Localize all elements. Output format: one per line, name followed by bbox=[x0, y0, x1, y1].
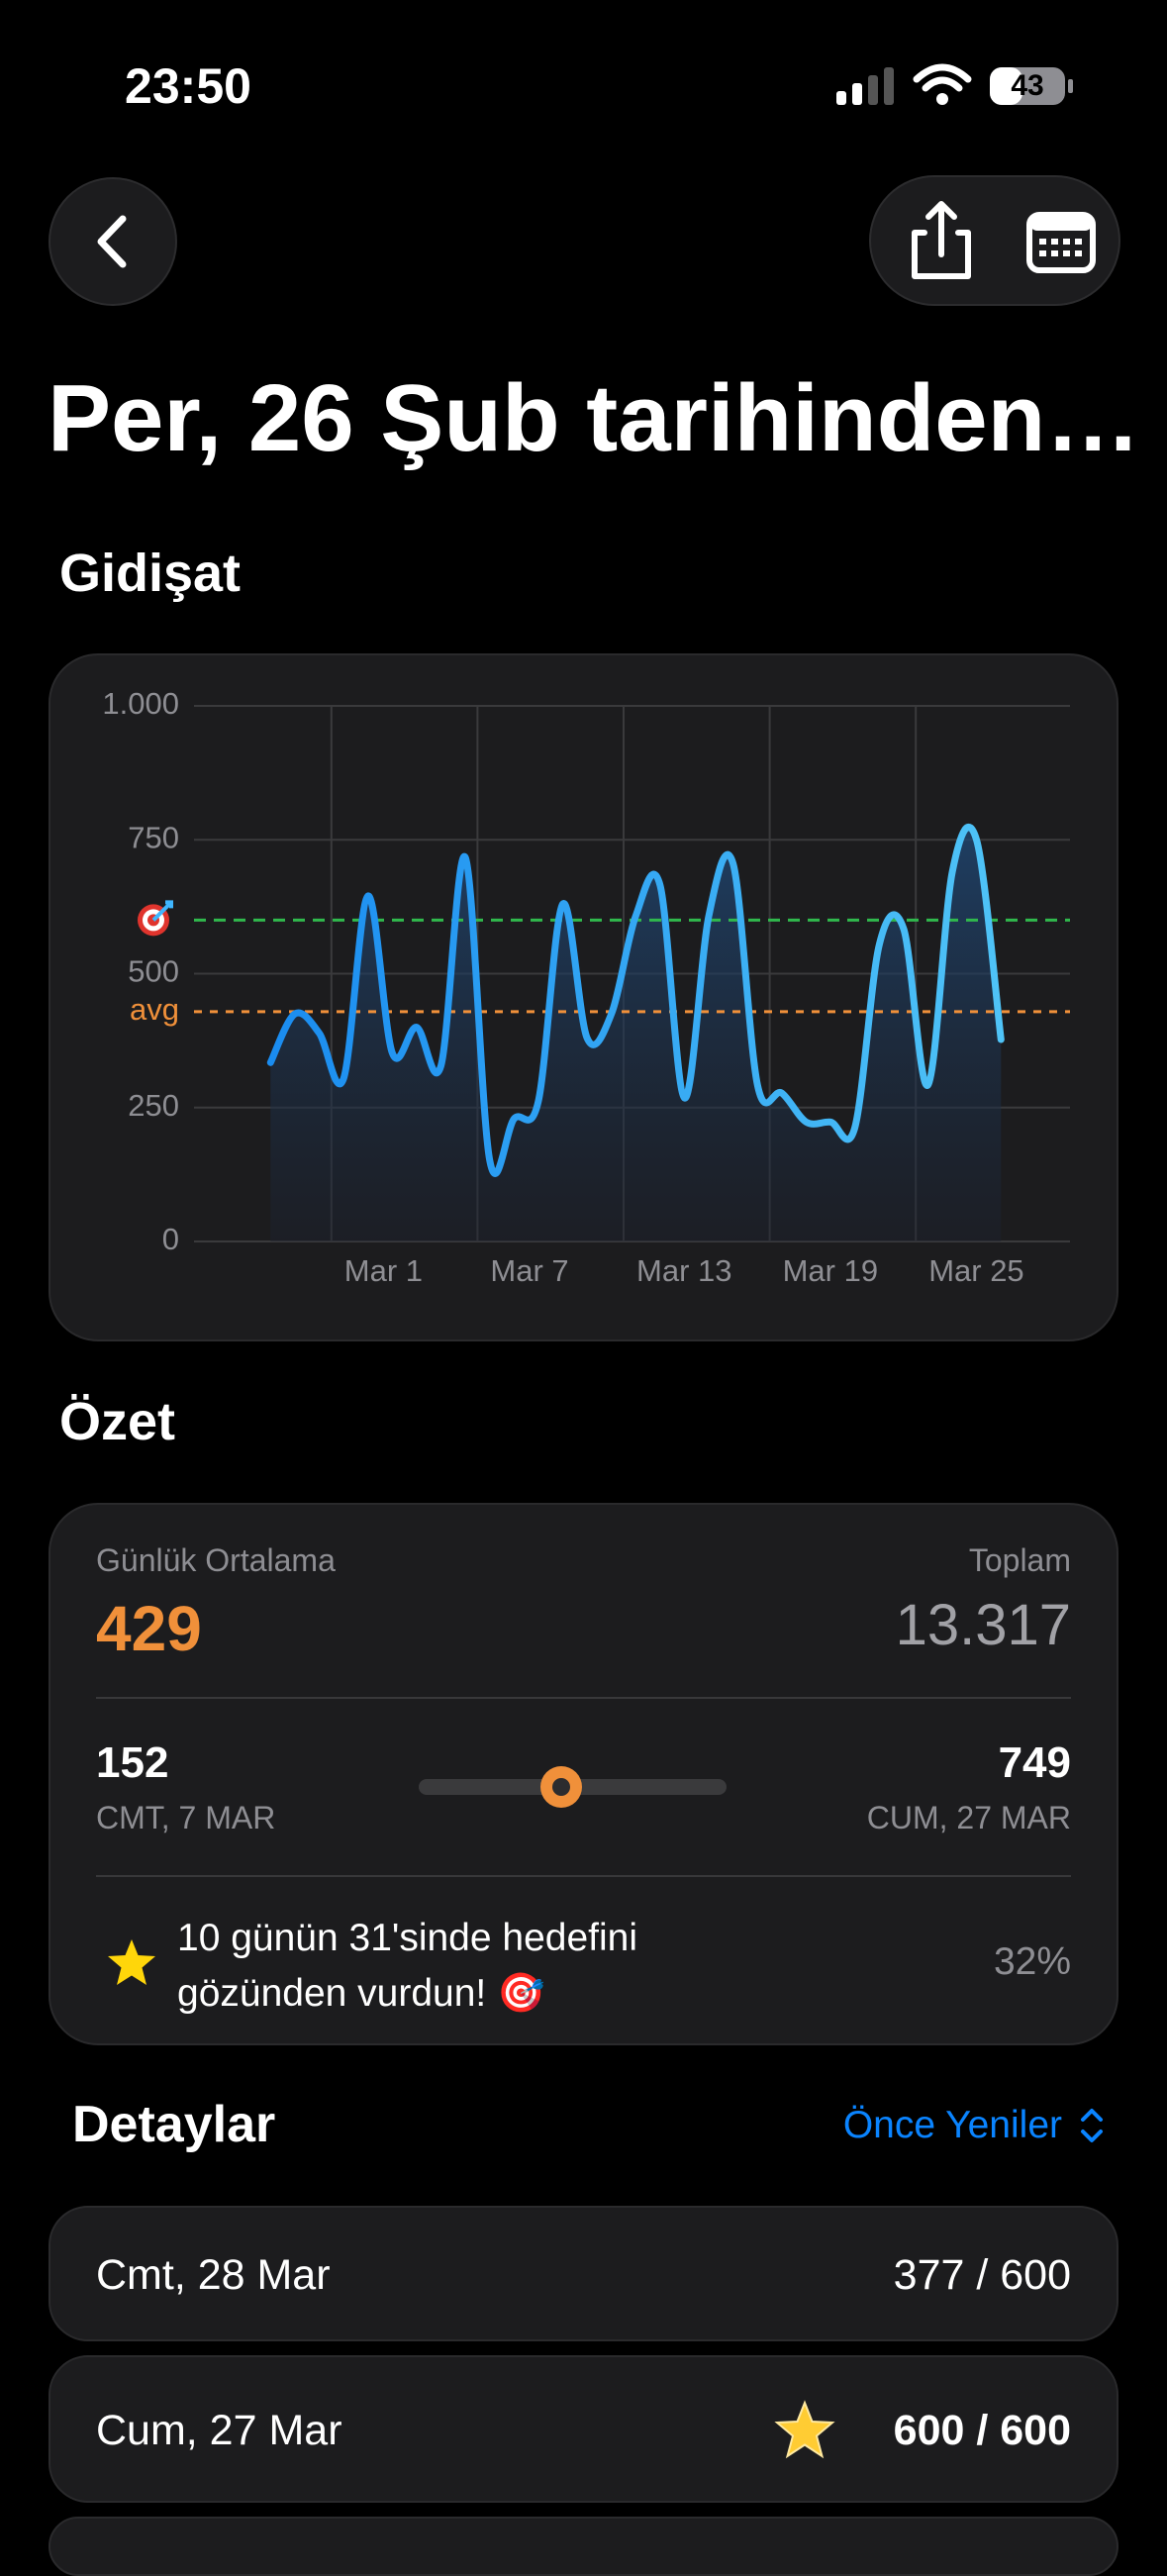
status-icons: 43 bbox=[836, 63, 1073, 105]
y-tick-label: 0 bbox=[162, 1222, 179, 1256]
status-time: 23:50 bbox=[125, 58, 251, 114]
x-tick-label: Mar 25 bbox=[928, 1253, 1023, 1288]
glowing-star-icon bbox=[774, 2400, 835, 2459]
min-value: 152 bbox=[96, 1738, 169, 1787]
star-icon bbox=[108, 1939, 155, 1985]
average-label: Günlük Ortalama bbox=[96, 1542, 336, 1578]
y-tick-label: 250 bbox=[128, 1088, 179, 1123]
y-tick-label: 500 bbox=[128, 954, 179, 989]
y-tick-label: 1.000 bbox=[102, 686, 179, 721]
range-track bbox=[419, 1766, 727, 1808]
average-knob bbox=[540, 1766, 583, 1808]
share-button[interactable] bbox=[912, 201, 971, 279]
row-date: Cum, 27 Mar bbox=[96, 2407, 342, 2454]
goal-rate: 32% bbox=[993, 1940, 1071, 1983]
row-progress: 600 / 600 bbox=[893, 2407, 1071, 2454]
max-date: CUM, 27 MAR bbox=[866, 1800, 1071, 1835]
line bbox=[266, 823, 1005, 1177]
divider bbox=[96, 1697, 1071, 1699]
average-value: 429 bbox=[96, 1593, 202, 1664]
sort-button[interactable]: Önce Yeniler bbox=[842, 2104, 1062, 2146]
summary-card: Günlük Ortalama 429 Toplam 13.317 152 CM… bbox=[49, 1503, 1118, 2045]
x-tick-label: Mar 13 bbox=[636, 1253, 731, 1288]
section-title: Gidişat bbox=[59, 544, 242, 603]
divider bbox=[96, 1875, 1071, 1877]
x-tick-label: Mar 19 bbox=[783, 1253, 878, 1288]
section-title: Özet bbox=[59, 1392, 176, 1451]
chart: 0 250 500 750 1.000 Mar 1 Mar 7 Mar 13 Mar 19 Mar… bbox=[102, 686, 1070, 1288]
max-value: 749 bbox=[998, 1738, 1071, 1787]
detail-row[interactable]: Cum, 27 Mar 600 / 600 bbox=[49, 2355, 1118, 2503]
x-tick-label: Mar 7 bbox=[490, 1253, 568, 1288]
goal-message: 10 günün 31'sinde hedefini gözünden vurd… bbox=[177, 1917, 638, 2015]
sort-chevron bbox=[1081, 2109, 1103, 2142]
section-title: Detaylar bbox=[72, 2096, 276, 2153]
x-tick-label: Mar 1 bbox=[344, 1253, 423, 1288]
battery-level: 43 bbox=[1011, 69, 1043, 102]
area bbox=[270, 827, 1002, 1241]
calendar-button[interactable] bbox=[1026, 212, 1096, 273]
average-label: avg bbox=[130, 992, 179, 1027]
back-button[interactable] bbox=[48, 176, 178, 307]
y-tick-label: 750 bbox=[128, 820, 179, 854]
row-progress: 377 / 600 bbox=[893, 2251, 1071, 2299]
page-title: Per, 26 Şub tarihinden… bbox=[48, 365, 1141, 471]
row-date: Cmt, 28 Mar bbox=[96, 2251, 331, 2299]
min-date: CMT, 7 MAR bbox=[96, 1800, 276, 1835]
goal-icon bbox=[138, 900, 173, 937]
toolbar bbox=[869, 175, 1120, 306]
total-value: 13.317 bbox=[895, 1593, 1071, 1657]
detail-row[interactable]: Cmt, 28 Mar 377 / 600 bbox=[49, 2206, 1118, 2341]
total-label: Toplam bbox=[968, 1542, 1071, 1578]
detail-row[interactable] bbox=[49, 2517, 1118, 2576]
